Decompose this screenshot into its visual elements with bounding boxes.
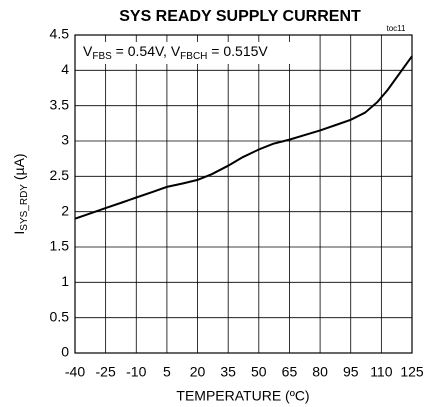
annotation-part: = 0.54V, V: [112, 43, 181, 59]
y-tick-label: 3.5: [50, 96, 70, 112]
y-axis-label-part: (µA): [11, 153, 27, 184]
y-tick-label: 2: [61, 202, 69, 218]
x-tick-label: -40: [65, 364, 85, 380]
y-tick-label: 1.5: [50, 238, 70, 254]
y-axis-label-part: I: [11, 231, 27, 235]
annotation-part: = 0.515V: [207, 43, 268, 59]
x-axis-label: TEMPERATURE (ºC): [176, 388, 309, 404]
y-tick-label: 1: [61, 273, 69, 289]
data-line: [74, 55, 413, 220]
annotation-bg: [79, 42, 301, 64]
annotation-part: FBCH: [180, 51, 207, 62]
x-tick-label: 95: [343, 364, 359, 380]
x-tick-label: -10: [126, 364, 146, 380]
chart-title: SYS READY SUPPLY CURRENT: [119, 8, 361, 25]
figure-id: toc11: [387, 24, 407, 33]
y-tick-label: 2.5: [50, 167, 70, 183]
y-tick-label: 4: [61, 61, 69, 77]
annotation: VFBS = 0.54V, VFBCH = 0.515V: [83, 43, 268, 62]
annotation-part: V: [83, 43, 93, 59]
x-tick-label: 125: [400, 364, 424, 380]
x-tick-label: 50: [251, 364, 267, 380]
x-tick-label: -25: [96, 364, 116, 380]
x-tick-label: 110: [370, 364, 393, 380]
x-tick-label: 20: [190, 364, 206, 380]
y-tick-label: 4.5: [50, 26, 70, 42]
y-tick-label: 3: [61, 132, 69, 148]
annotation-part: FBS: [92, 51, 112, 62]
plot-frame: [74, 34, 413, 354]
x-tick-label: 35: [220, 364, 236, 380]
x-tick-label: 65: [282, 364, 298, 380]
y-axis-label: ISYS_RDY (µA): [11, 153, 30, 234]
x-tick-label: 5: [163, 364, 171, 380]
y-tick-label: 0: [61, 344, 69, 360]
y-axis-label-part: SYS_RDY: [19, 184, 30, 231]
y-tick-label: 0.5: [50, 308, 70, 324]
x-tick-label: 80: [312, 364, 328, 380]
